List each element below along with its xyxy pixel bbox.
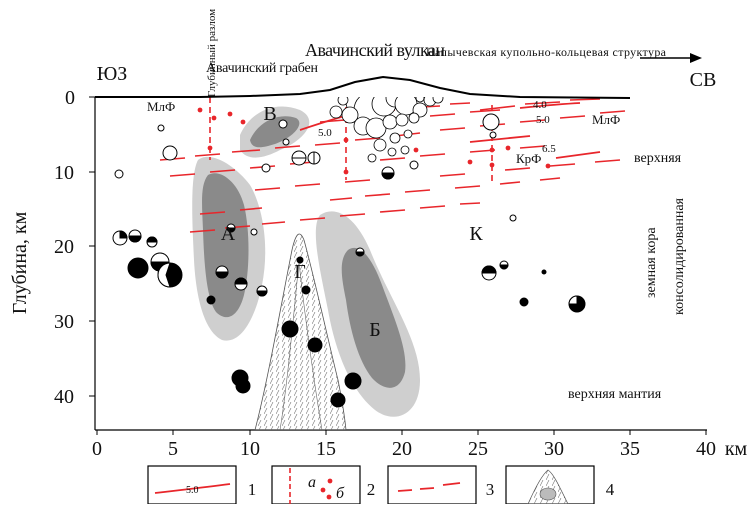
legend-sample-contour: 5.0 (186, 485, 199, 496)
legend-num-2: 2 (367, 480, 376, 499)
contour-label-4.0: 4.0 (533, 99, 547, 111)
y-tick-0: 0 (65, 87, 75, 109)
contour-label-5.0-right: 5.0 (536, 114, 550, 126)
zone-label-V: В (263, 103, 276, 125)
legend-b: б (336, 485, 345, 502)
side-label-sw: ЮЗ (97, 63, 128, 85)
legend-num-4: 4 (606, 480, 615, 499)
label-deep-fault: Глубинный разлом (206, 9, 218, 97)
zone-label-A: А (221, 223, 236, 245)
fault-label-krf: КрФ (516, 151, 541, 166)
legend-num-1: 1 (248, 480, 257, 499)
x-tick-0: 0 (92, 438, 102, 460)
label-graben: Авачинский грабен (206, 61, 319, 76)
topography (95, 75, 631, 99)
legend-box-3 (387, 465, 477, 505)
x-ticks (96, 430, 707, 435)
zone-label-K: К (469, 223, 483, 245)
fault-label-mlf-right: МлФ (592, 112, 620, 127)
x-tick-15: 15 (316, 438, 336, 460)
hatched-zone-G (254, 233, 347, 430)
label-structure: Напычевская купольно-кольцевая структура (426, 45, 667, 59)
layer-mantle: верхняя мантия (568, 387, 662, 402)
x-tick-5: 5 (168, 438, 178, 460)
y-tick-20: 20 (54, 236, 74, 258)
x-tick-20: 20 (392, 438, 412, 460)
contour-label-5.0-left: 5.0 (318, 127, 332, 139)
direction-arrow (640, 53, 702, 63)
anomaly-B-inner (341, 247, 406, 388)
layer-crust-2: консолидированная (672, 197, 687, 315)
legend-box-2 (271, 465, 361, 505)
layer-upper: верхняя (634, 151, 682, 166)
x-unit: км (725, 438, 748, 460)
y-axis-label: Глубина, км (9, 211, 31, 314)
x-tick-40: 40 (696, 438, 716, 460)
zone-label-B: Б (369, 319, 380, 341)
legend-num-3: 3 (486, 480, 495, 499)
volcano-cluster (329, 97, 444, 163)
side-label-ne: СВ (690, 69, 717, 91)
contour-label-6.5: 6.5 (542, 143, 556, 155)
layer-crust-1: земная кора (644, 227, 659, 298)
fault-label-mlf-left: МлФ (147, 99, 175, 114)
legend-a: а (308, 474, 316, 491)
plot-body: 4.0 5.0 5.0 6.5 (112, 97, 626, 430)
legend: 5.0 1 а б 2 3 4 (147, 465, 615, 505)
y-ticks (89, 96, 95, 397)
focal-mechanisms (112, 113, 586, 408)
x-tick-10: 10 (240, 438, 260, 460)
y-tick-30: 30 (54, 311, 74, 333)
x-tick-25: 25 (468, 438, 488, 460)
y-tick-10: 10 (54, 162, 74, 184)
x-tick-35: 35 (620, 438, 640, 460)
x-tick-30: 30 (544, 438, 564, 460)
zone-label-G: Г (294, 261, 306, 283)
label-volcano: Авачинский вулкан (305, 40, 445, 60)
y-tick-40: 40 (54, 386, 74, 408)
